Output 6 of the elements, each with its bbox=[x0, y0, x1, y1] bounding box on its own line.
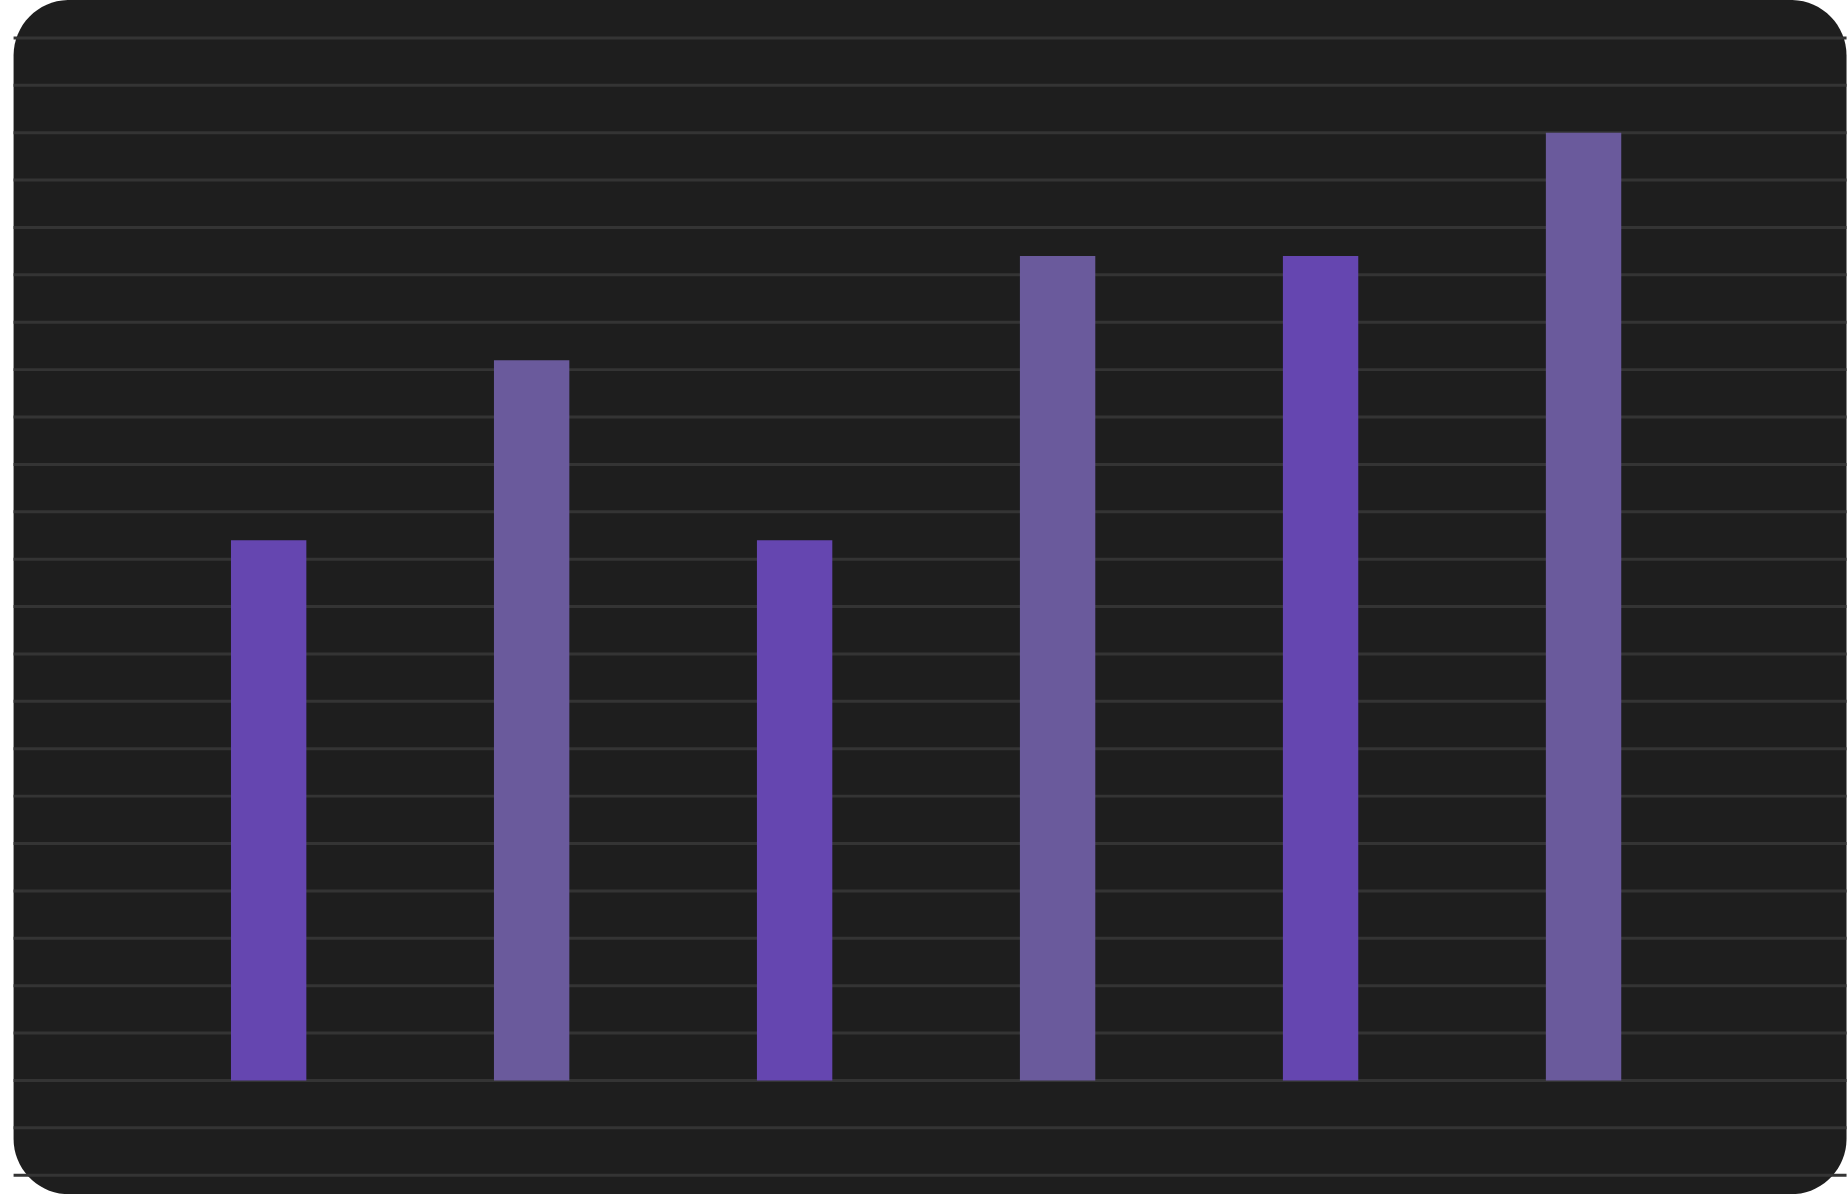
bar bbox=[1019, 255, 1096, 1081]
bar bbox=[1545, 132, 1622, 1081]
bar bbox=[493, 360, 570, 1081]
bar bbox=[230, 540, 307, 1081]
bar bbox=[756, 540, 833, 1081]
bar bbox=[1282, 255, 1359, 1081]
